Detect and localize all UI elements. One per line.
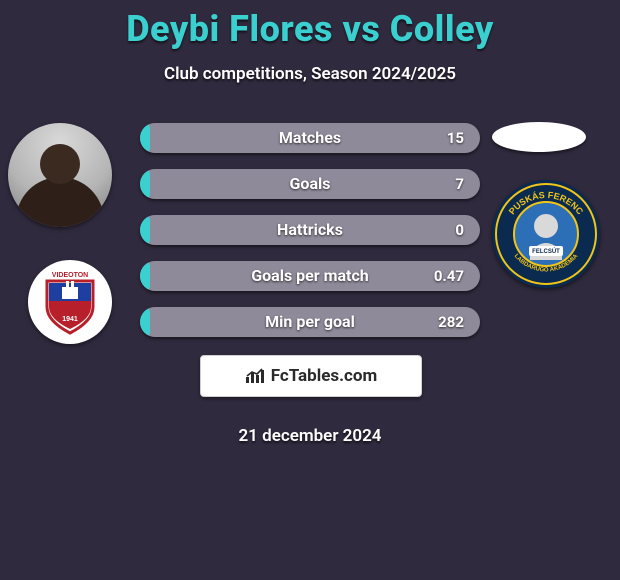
page-subtitle: Club competitions, Season 2024/2025 [0, 64, 620, 84]
stats-panel: Matches15 Goals7 Hattricks0 Goals per match… [140, 123, 480, 353]
crest-left-text: VIDEOTON [52, 272, 88, 279]
stat-row: Hattricks0 [140, 215, 480, 245]
stat-value-right: 0.47 [434, 261, 464, 291]
club-crest-right: FELCSÚT PUSKÁS FERENC LABDARÚGÓ AKADÉMIA [492, 180, 600, 288]
branding-label: FcTables.com [271, 366, 377, 386]
date-label: 21 december 2024 [0, 426, 620, 446]
stat-label: Hattricks [140, 215, 480, 245]
crest-right-banner: FELCSÚT [532, 248, 560, 255]
branding-badge: FcTables.com [200, 355, 422, 397]
badge-icon: FELCSÚT PUSKÁS FERENC LABDARÚGÓ AKADÉMIA [492, 180, 600, 288]
svg-text:1941: 1941 [62, 316, 78, 323]
stat-label: Matches [140, 123, 480, 153]
stat-row: Goals per match0.47 [140, 261, 480, 291]
stat-label: Goals per match [140, 261, 480, 291]
stat-label: Goals [140, 169, 480, 199]
player-left-avatar [8, 123, 112, 227]
bar-chart-icon [245, 367, 267, 385]
stat-label: Min per goal [140, 307, 480, 337]
player-right-avatar [492, 122, 586, 152]
stat-row: Matches15 [140, 123, 480, 153]
shield-icon: VIDEOTON 1941 [39, 267, 101, 337]
stat-row: Min per goal282 [140, 307, 480, 337]
stat-value-right: 15 [447, 123, 464, 153]
stat-value-right: 0 [455, 215, 464, 245]
stat-value-right: 282 [438, 307, 464, 337]
club-crest-left: VIDEOTON 1941 [28, 260, 112, 344]
page-title: Deybi Flores vs Colley [0, 0, 620, 50]
stat-value-right: 7 [455, 169, 464, 199]
stat-row: Goals7 [140, 169, 480, 199]
